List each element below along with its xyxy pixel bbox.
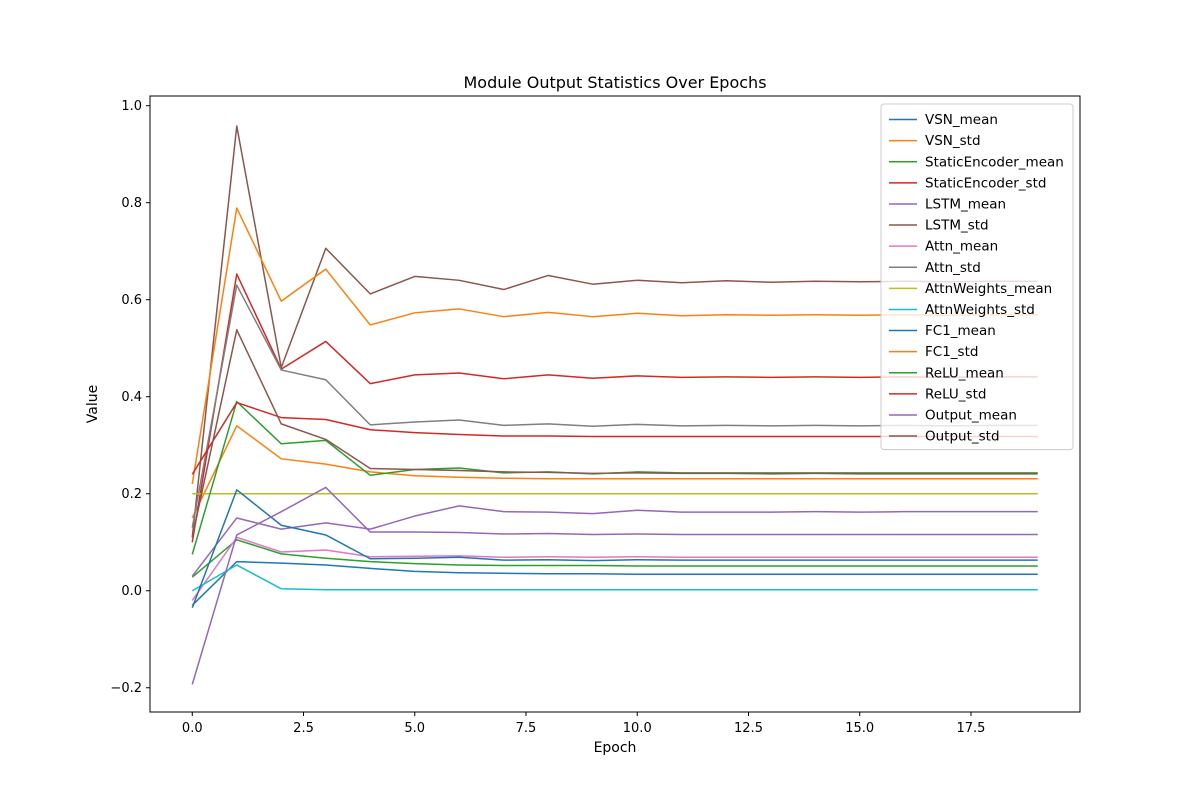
x-tick-label: 0.0 [182,721,203,736]
x-tick-label: 5.0 [404,721,425,736]
legend-label: FC1_mean [925,323,996,339]
series-line-attnweights-std [191,564,1038,592]
series-line-staticencoder-mean [191,539,1038,578]
legend-label: AttnWeights_std [925,302,1035,318]
y-axis: −0.2 0.0 0.2 0.4 0.6 0.8 1.0 [110,99,150,696]
x-tick-label: 12.5 [734,721,763,736]
legend-label: VSN_mean [925,112,998,128]
series-line-fc1-mean [191,489,1038,608]
legend-label: ReLU_mean [925,365,1004,381]
legend-label: Output_mean [925,407,1017,423]
series-line-lstm-mean [191,505,1038,577]
legend-label: LSTM_mean [925,196,1006,212]
legend-label: ReLU_std [925,386,986,402]
x-axis-label: Epoch [594,740,637,756]
legend-label: LSTM_std [925,218,989,234]
series-line-output-std [191,329,1038,538]
y-axis-label: Value [85,385,101,423]
x-tick-label: 2.5 [293,721,314,736]
series-line-vsn-mean [191,560,1038,606]
y-tick-label: 0.0 [121,584,142,599]
legend-label: FC1_std [925,344,978,360]
plot-frame [149,95,1081,713]
x-tick-label: 17.5 [957,721,986,736]
x-axis: 0.0 2.5 5.0 7.5 10.0 12.5 15.0 17.5 [182,712,986,736]
legend: VSN_mean VSN_std StaticEncoder_mean StaticE… [880,103,1074,451]
series-line-vsn-std [191,425,1038,519]
series-line-attn-mean [191,536,1038,601]
y-tick-label: 0.6 [121,293,142,308]
y-tick-label: 1.0 [121,99,142,114]
y-tick-label: 0.8 [121,196,142,211]
legend-label: VSN_std [925,133,981,149]
y-tick-label: −0.2 [110,681,142,696]
chart-title: Module Output Statistics Over Epochs [463,73,766,92]
x-tick-label: 7.5 [516,721,537,736]
legend-label: StaticEncoder_mean [925,154,1064,170]
y-tick-label: 0.2 [121,487,142,502]
y-tick-label: 0.4 [121,390,142,405]
legend-label: StaticEncoder_std [925,175,1046,191]
legend-label: Output_std [925,429,1000,445]
legend-label: Attn_mean [925,239,998,255]
legend-label: AttnWeights_mean [925,281,1052,297]
legend-box [880,103,1074,451]
legend-label: Attn_std [925,260,981,276]
series-line-output-mean [191,486,1038,685]
x-tick-label: 15.0 [845,721,874,736]
x-tick-label: 10.0 [623,721,652,736]
